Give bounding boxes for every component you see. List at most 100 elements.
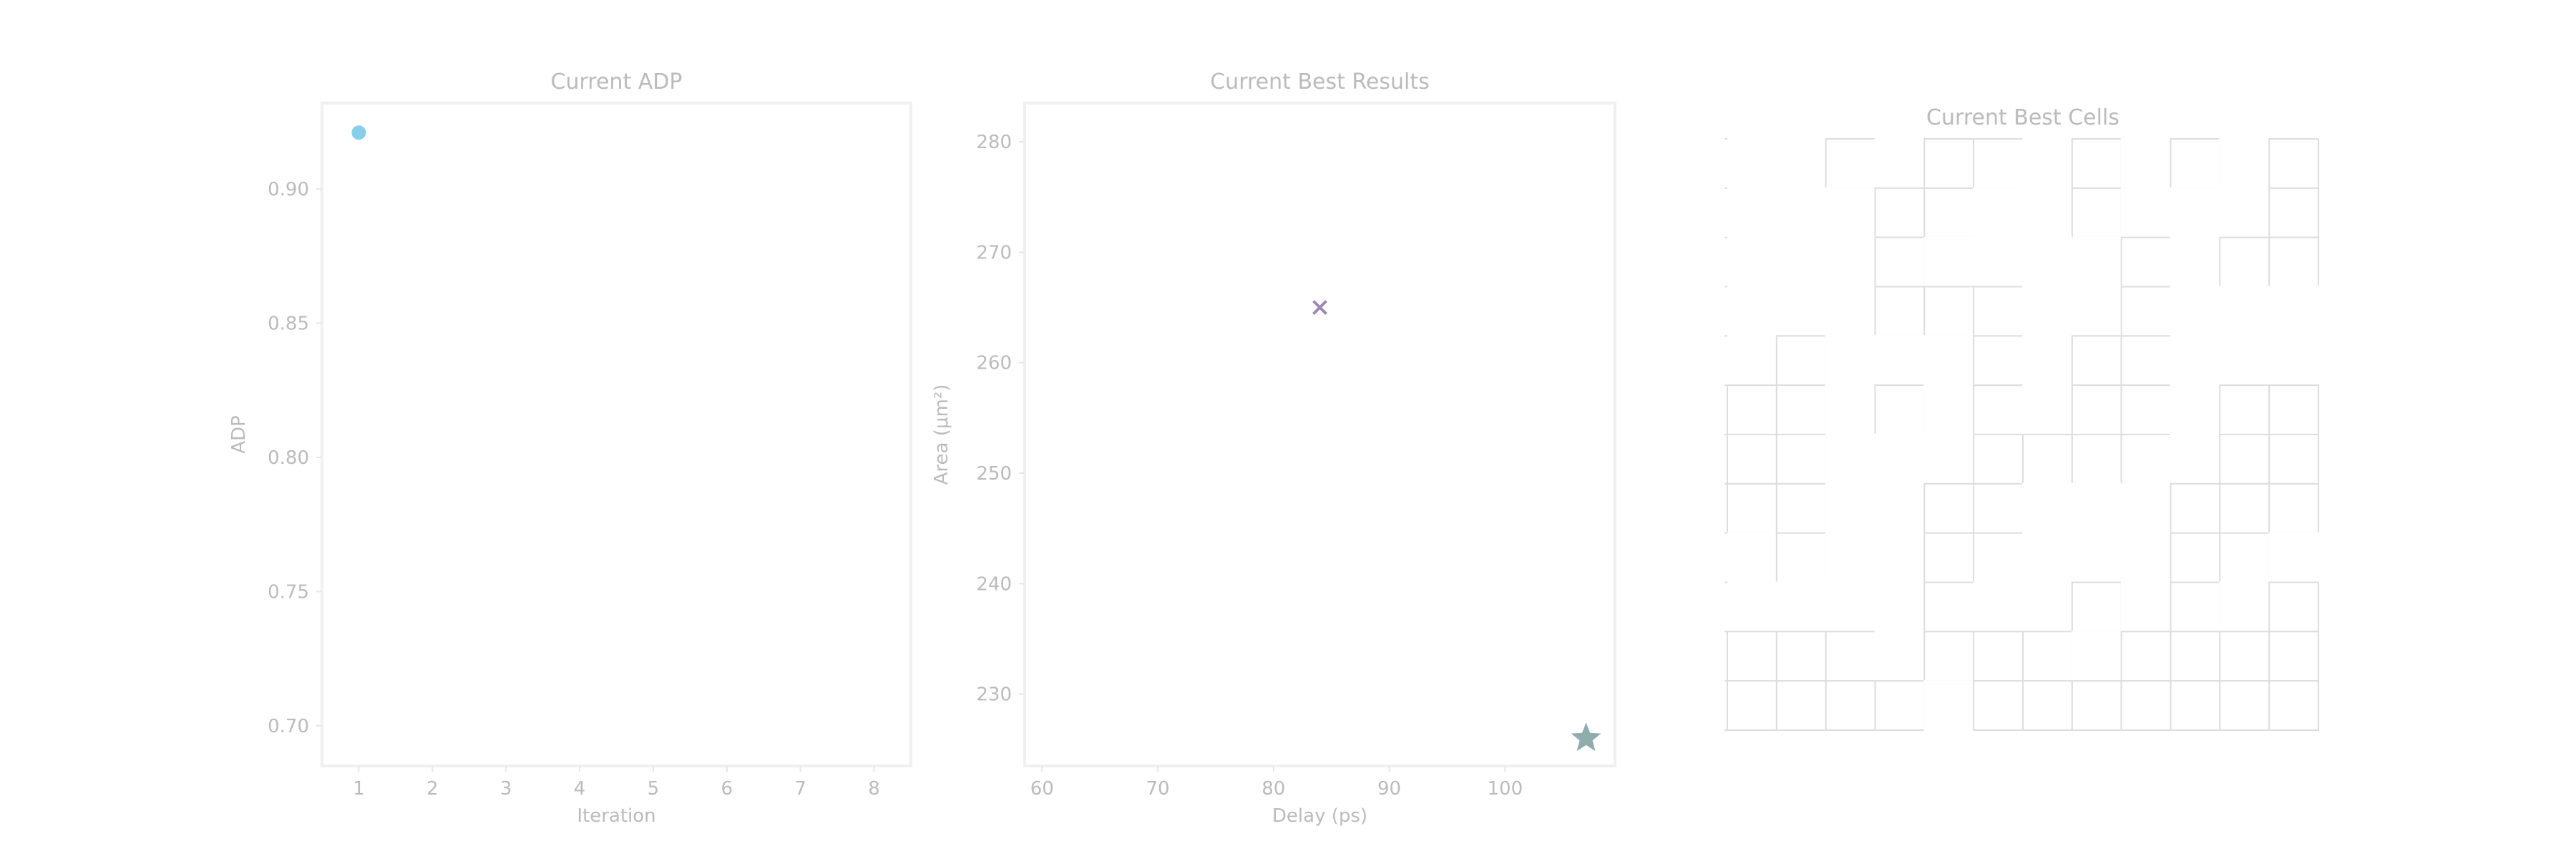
grid-cell — [1973, 335, 2024, 387]
x-tick-label: 5 — [648, 778, 660, 800]
grid-cell — [1727, 187, 1777, 238]
grid-cell — [2219, 384, 2270, 436]
grid-cell — [1775, 680, 1827, 732]
y-tick-label: 260 — [976, 353, 1012, 374]
grid-cell — [1923, 236, 1975, 288]
x-tick-label: 80 — [1262, 778, 1285, 800]
grid-cell — [2022, 532, 2073, 583]
grid-cell — [1874, 187, 1926, 238]
grid-cell — [2170, 236, 2221, 288]
x-tick-label: 6 — [721, 778, 733, 800]
grid-cell — [1825, 187, 1876, 238]
grid-cell — [1727, 384, 1777, 436]
y-tick-label: 0.80 — [268, 447, 309, 469]
grid-cell — [1923, 434, 1975, 485]
grid-cell — [2120, 138, 2172, 189]
grid-cell — [1874, 631, 1926, 682]
grid-cell — [1727, 680, 1777, 732]
chart-title: Current Best Cells — [1926, 105, 2119, 130]
y-tick-label: 250 — [976, 463, 1012, 485]
grid-cell — [1727, 335, 1777, 387]
grid-cell — [2022, 187, 2073, 238]
grid-cell — [1973, 532, 2024, 583]
grid-cell — [2071, 482, 2122, 534]
x-axis-label: Delay (ps) — [1272, 805, 1367, 827]
grid-cell — [2268, 187, 2320, 238]
y-tick-label: 0.75 — [268, 581, 309, 603]
grid-cell — [1923, 482, 1975, 534]
grid-cell — [2219, 680, 2270, 732]
grid-cell — [2120, 236, 2172, 288]
y-tick-label: 270 — [976, 242, 1012, 263]
grid-cell — [1727, 581, 1777, 633]
grid-cell — [2268, 236, 2320, 288]
grid-cell — [1923, 384, 1975, 436]
plot-frame — [1023, 102, 1616, 767]
grid-cell — [2022, 631, 2073, 682]
grid-cell — [1923, 138, 1975, 189]
grid-cell — [2071, 680, 2122, 732]
grid-cell — [2170, 482, 2221, 534]
grid-cell — [2268, 138, 2320, 189]
grid-cell — [2170, 187, 2221, 238]
grid-cell — [1973, 482, 2024, 534]
grid-cell — [2022, 335, 2073, 387]
grid-cell — [2120, 286, 2172, 337]
best-cells-panel: Current Best Cells — [1724, 105, 2320, 732]
grid-cell — [2219, 482, 2270, 534]
grid-cell — [1825, 434, 1876, 485]
grid-cell — [2120, 532, 2172, 583]
x-tick-label: 7 — [794, 778, 806, 800]
grid-cell — [1825, 286, 1876, 337]
grid-cell — [2120, 482, 2172, 534]
grid-cell — [1775, 236, 1827, 288]
grid-cell — [1874, 335, 1926, 387]
grid-cell — [1825, 631, 1876, 682]
grid-cell — [1775, 187, 1827, 238]
grid-cell — [1727, 482, 1777, 534]
grid-cell — [1874, 138, 1926, 189]
grid-cell — [2071, 286, 2122, 337]
grid-cell — [2268, 680, 2320, 732]
grid-cell — [2120, 680, 2172, 732]
grid-cell — [2170, 631, 2221, 682]
grid-cell — [1973, 384, 2024, 436]
grid-cell — [1825, 384, 1876, 436]
grid-cell — [2120, 631, 2172, 682]
grid-cell — [1874, 532, 1926, 583]
grid-cell — [1727, 236, 1777, 288]
grid-cell — [1874, 434, 1926, 485]
x-tick-label: 70 — [1146, 778, 1169, 800]
data-point — [1312, 300, 1327, 315]
best-results-panel: Current Best Results 60 70 80 90 100 230 240 250… — [931, 69, 1616, 827]
grid-cell — [2022, 138, 2073, 189]
grid-cell — [2219, 138, 2270, 189]
y-tick-label: 0.85 — [268, 313, 309, 334]
adp-panel: Current ADP 1 2 3 4 5 6 7 8 0.70 0.75 0.80 0.85 0.90 I… — [228, 69, 912, 827]
grid-cell — [2071, 384, 2122, 436]
chart-title: Current Best Results — [1210, 69, 1430, 94]
grid-cell — [1775, 482, 1827, 534]
x-tick-label: 3 — [500, 778, 512, 800]
grid-cell — [2170, 138, 2221, 189]
y-axis-label: Area (μm²) — [931, 384, 952, 485]
grid-cell — [1973, 236, 2024, 288]
grid-cell — [1825, 581, 1876, 633]
grid-cell — [2071, 581, 2122, 633]
grid-cell — [1825, 532, 1876, 583]
grid-cell — [2268, 434, 2320, 485]
grid-cell — [2170, 532, 2221, 583]
grid-cell — [2120, 335, 2172, 387]
grid-cell — [1775, 631, 1827, 682]
grid-cell — [2022, 482, 2073, 534]
grid-cell — [1775, 532, 1827, 583]
plot-frame — [321, 102, 912, 767]
grid-cell — [1727, 286, 1777, 337]
grid-cell — [2268, 581, 2320, 633]
y-tick-label: 0.90 — [268, 179, 309, 200]
grid-cell — [2120, 384, 2172, 436]
x-tick-label: 2 — [426, 778, 439, 800]
grid-cell — [1825, 680, 1876, 732]
grid-cell — [1923, 532, 1975, 583]
